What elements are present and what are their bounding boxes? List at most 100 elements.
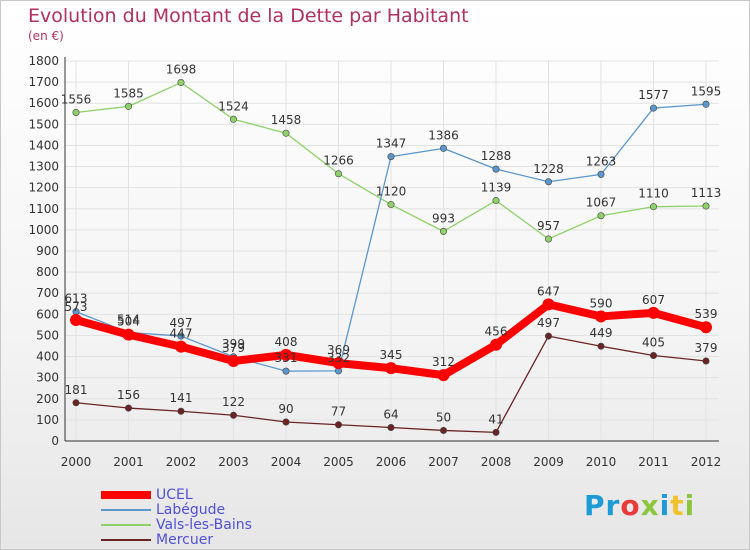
data-label: 1139 [481, 181, 512, 195]
y-tick-label: 400 [36, 350, 59, 364]
legend-item-ucel: UCEL [101, 486, 252, 503]
data-point [332, 357, 345, 370]
data-point [177, 79, 185, 87]
legend-label-ucel: UCEL [156, 486, 193, 503]
proxiti-logo: Proxiti [584, 489, 695, 522]
data-point [282, 129, 290, 137]
data-label: 156 [117, 388, 140, 402]
data-point [544, 235, 552, 243]
data-point [227, 354, 240, 367]
y-tick-label: 600 [36, 307, 59, 321]
legend-label-vals-les-bains: Vals-les-Bains [156, 516, 252, 533]
data-point [282, 418, 290, 426]
data-label: 1524 [218, 99, 249, 113]
data-label: 1266 [323, 154, 354, 168]
data-label: 122 [222, 395, 245, 409]
legend-item-labegude: Labégude [101, 501, 252, 518]
data-point [492, 197, 500, 205]
legend: UCEL Labégude Vals-les-Bains Mercuer [101, 486, 252, 548]
data-label: 399 [222, 337, 245, 351]
y-tick-label: 1000 [28, 223, 59, 237]
data-point [647, 306, 660, 319]
data-point [72, 399, 80, 407]
x-tick-label: 2012 [691, 455, 722, 469]
data-label: 1698 [166, 63, 197, 77]
data-label: 647 [537, 284, 560, 298]
data-label: 1458 [271, 113, 302, 127]
data-label: 90 [278, 402, 293, 416]
data-label: 456 [485, 325, 508, 339]
data-point [177, 407, 185, 415]
data-point [439, 426, 447, 434]
data-point [490, 338, 502, 351]
data-label: 573 [65, 300, 88, 314]
data-label: 1110 [638, 187, 669, 201]
y-tick-label: 0 [51, 434, 59, 448]
y-tick-label: 1100 [28, 202, 59, 216]
data-point [387, 153, 395, 161]
legend-label-labegude: Labégude [156, 501, 226, 518]
axes: 0 100 200 300 400 500 600 700 800 900 1000 1100 1200… [28, 54, 721, 469]
data-point [230, 411, 238, 419]
data-label: 1556 [61, 93, 92, 107]
logo-part: o [620, 489, 641, 522]
data-label: 504 [117, 315, 140, 329]
y-tick-label: 1300 [28, 160, 59, 174]
data-label: 613 [65, 292, 88, 306]
data-label: 449 [590, 326, 613, 340]
data-point [542, 298, 555, 311]
data-label: 447 [170, 327, 193, 341]
y-tick-label: 1600 [28, 96, 59, 110]
logo-part: i [659, 489, 671, 522]
y-tick-label: 1500 [28, 117, 59, 131]
x-tick-label: 2002 [166, 455, 197, 469]
data-labels: 181 156 141 122 90 77 64 50 41 497 449 405 379 1556 15… [61, 63, 722, 427]
legend-swatch-vals-les-bains [101, 523, 151, 526]
x-tick-label: 2007 [428, 455, 459, 469]
data-label: 590 [590, 296, 613, 310]
legend-item-vals-les-bains: Vals-les-Bains [101, 516, 252, 533]
data-label: 379 [222, 341, 245, 355]
data-label: 1595 [691, 84, 722, 98]
data-label: 141 [170, 391, 193, 405]
legend-swatch-mercuer [101, 538, 151, 541]
data-point [649, 104, 657, 112]
y-tick-label: 900 [36, 244, 59, 258]
data-point [649, 203, 657, 211]
data-point [387, 201, 395, 209]
y-tick-label: 1700 [28, 75, 59, 89]
x-tick-label: 2001 [113, 455, 144, 469]
data-point [280, 348, 292, 361]
data-label: 181 [65, 383, 88, 397]
series-lines [70, 79, 712, 436]
data-point [72, 109, 80, 117]
logo-part: Pr [584, 489, 621, 522]
x-tick-label: 2000 [61, 455, 92, 469]
y-tick-label: 1400 [28, 138, 59, 152]
grid [65, 60, 719, 442]
y-tick-label: 200 [36, 392, 59, 406]
data-label: 408 [275, 335, 298, 349]
data-label: 607 [642, 293, 665, 307]
data-label: 369 [327, 343, 350, 357]
data-label: 1067 [586, 196, 617, 210]
logo-part: t [670, 489, 685, 522]
logo-part: x [640, 489, 660, 522]
y-tick-label: 500 [36, 328, 59, 342]
data-label: 497 [537, 316, 560, 330]
data-point [439, 227, 447, 235]
y-tick-label: 1800 [28, 54, 59, 68]
data-point [492, 165, 500, 173]
data-point [597, 342, 605, 350]
legend-label-mercuer: Mercuer [156, 531, 214, 548]
data-point [702, 357, 710, 365]
data-label: 77 [331, 405, 346, 419]
legend-item-mercuer: Mercuer [101, 531, 252, 548]
data-label: 50 [436, 410, 451, 424]
data-point [597, 170, 605, 178]
logo-part: i [684, 489, 696, 522]
data-point [387, 423, 395, 431]
legend-swatch-labegude [101, 508, 151, 511]
x-tick-label: 2005 [323, 455, 354, 469]
